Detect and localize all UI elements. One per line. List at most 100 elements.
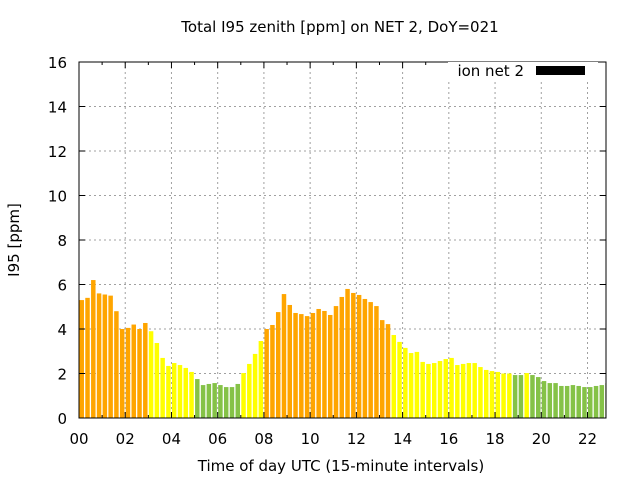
legend: ion net 2 [448,62,598,80]
bar [391,335,397,418]
bar [299,314,304,418]
bar [131,324,136,418]
bar [327,314,333,418]
bar [501,373,506,418]
x-tick-label: 06 [208,430,227,448]
bar [368,302,373,418]
y-tick-label: 4 [57,321,67,339]
bar [200,385,206,418]
x-axis-ticks: 00 02 04 06 08 10 12 14 16 18 20 22 [69,62,597,448]
bar [304,316,310,418]
bar [426,363,431,418]
bar [241,373,246,418]
bar [599,385,605,418]
bar [339,296,345,418]
chart-title: Total I95 zenith [ppm] on NET 2, DoY=021 [180,18,498,36]
bar [431,363,437,418]
bar [154,343,160,418]
bar [466,363,472,418]
bar [374,306,379,418]
x-tick-label: 10 [301,430,320,448]
bar [270,324,275,418]
bar [85,297,90,418]
bar [512,375,518,418]
bar [91,280,96,418]
x-tick-label: 02 [116,430,135,448]
bar [495,371,501,418]
bar [189,371,194,418]
bar [218,385,223,418]
y-tick-label: 2 [57,366,67,384]
bar [195,379,200,418]
bar [356,294,362,418]
bar [455,365,460,418]
x-tick-label: 00 [69,430,88,448]
bar [293,312,298,418]
bars [79,280,606,418]
bar [536,377,541,418]
x-tick-label: 18 [486,430,505,448]
bar [385,324,391,418]
x-tick-label: 12 [347,430,366,448]
bar [403,347,408,418]
y-tick-label: 16 [48,54,67,72]
bar [183,367,188,418]
y-tick-label: 6 [57,277,67,295]
bar [443,359,449,418]
bar [316,308,321,418]
bar [582,387,587,418]
bar [148,331,154,418]
x-tick-label: 14 [393,430,412,448]
x-tick-label: 22 [578,430,597,448]
bar [264,329,269,418]
x-tick-label: 20 [532,430,551,448]
bar [333,306,339,418]
bar [351,292,356,418]
bar [108,295,113,418]
y-tick-label: 12 [48,143,67,161]
y-axis-label: I95 [ppm] [5,203,23,277]
bar [507,373,512,418]
y-tick-label: 8 [57,232,67,250]
bar [177,365,183,418]
bar [460,363,466,418]
bar [235,383,240,418]
bar [483,369,489,418]
bar [258,341,264,418]
bar [362,298,368,418]
bar [102,294,108,418]
y-tick-label: 10 [48,188,67,206]
bar [414,351,420,418]
bar [114,311,119,418]
bar [530,375,535,418]
bar [281,294,287,418]
bar [212,383,217,418]
bar [160,357,165,418]
bar [593,385,599,418]
x-tick-label: 04 [162,430,181,448]
x-tick-label: 08 [254,430,273,448]
grid-lines [79,62,606,418]
bar [472,363,477,418]
bar [229,387,235,418]
bar [397,341,402,418]
bar [247,363,252,418]
bar [137,329,142,418]
y-axis-ticks: 0 2 4 6 8 10 12 14 16 [48,54,606,428]
bar [553,383,558,418]
bar [125,327,131,418]
legend-label: ion net 2 [457,62,524,80]
bar [564,385,570,418]
bar [437,361,443,418]
bar [310,312,316,418]
bar [275,312,281,418]
bar [379,320,385,418]
bar [541,381,547,418]
bar [518,375,524,418]
bar [420,361,425,418]
bar [408,353,414,418]
bar [206,383,212,418]
bar [252,353,258,418]
bar [489,371,495,418]
